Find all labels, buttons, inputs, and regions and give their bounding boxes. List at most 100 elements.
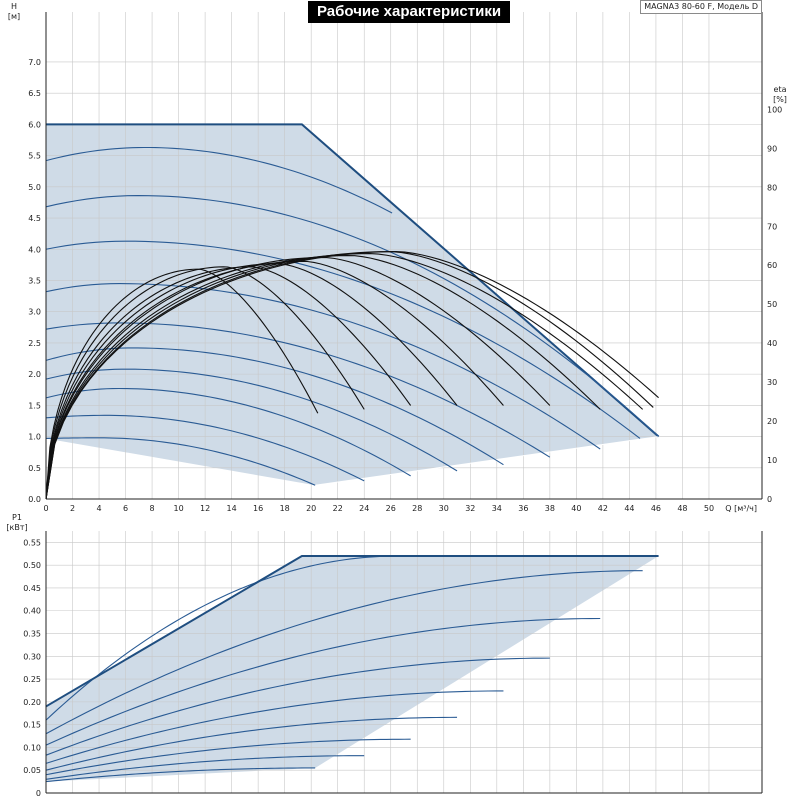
power-curve (45, 657, 550, 756)
qh-y-tick-label: 4.0 (28, 245, 41, 254)
qh-x-tick-label: 0 (43, 504, 48, 513)
power-curve (45, 690, 504, 764)
qh-x-tick-label: 12 (200, 504, 210, 513)
qh-x-tick-label: 26 (386, 504, 396, 513)
qh-y-tick-label: 1.5 (28, 401, 41, 410)
qh-y-tick-label: 2.5 (28, 339, 41, 348)
qh-y-tick-label: 4.5 (28, 214, 41, 223)
qh-efficiency-curve (45, 268, 319, 500)
qh-pump-curve (45, 283, 601, 450)
qh-y-tick-label: 6.0 (28, 120, 41, 129)
qh-y-tick-label: 5.0 (28, 183, 41, 192)
qh-y-tick-label: 0.5 (28, 464, 41, 473)
qh-max-curve (46, 123, 660, 438)
qh-eta-tick-label: 40 (767, 339, 777, 348)
qh-pump-curve (45, 146, 393, 214)
qh-eta-tick-label: 80 (767, 183, 777, 192)
qh-eta-tick-label: 50 (767, 300, 777, 309)
qh-y-tick-label: 2.0 (28, 370, 41, 379)
qh-x-tick-label: 38 (545, 504, 555, 513)
qh-pump-curve (45, 347, 504, 466)
power-curve (45, 555, 398, 721)
qh-efficiency-curve (45, 266, 412, 500)
qh-x-tick-label: 28 (412, 504, 422, 513)
qh-x-tick-label: 48 (677, 504, 687, 513)
qh-eta-tick-label: 20 (767, 417, 777, 426)
power-y-axis-unit: [кВт] (6, 523, 27, 532)
eta-axis-label: eta (774, 85, 787, 94)
qh-x-tick-label: 6 (123, 504, 128, 513)
qh-x-tick-label: 36 (518, 504, 528, 513)
qh-y-tick-label: 1.0 (28, 433, 41, 442)
power-curve (45, 755, 365, 780)
qh-x-tick-label: 22 (333, 504, 343, 513)
power-y-tick-label: 0.45 (23, 584, 41, 593)
qh-x-axis-label: Q [м³/ч] (725, 504, 757, 513)
qh-pump-curve (45, 195, 659, 437)
power-curve (45, 716, 458, 771)
power-y-tick-label: 0.10 (23, 743, 41, 752)
chart-title: Рабочие характеристики (308, 1, 511, 23)
qh-y-axis-unit: [м] (8, 12, 20, 21)
power-y-tick-label: 0.40 (23, 607, 41, 616)
qh-y-tick-label: 7.0 (28, 58, 41, 67)
qh-x-tick-label: 32 (465, 504, 475, 513)
power-curve (45, 570, 643, 735)
qh-eta-tick-label: 70 (767, 222, 777, 231)
qh-eta-tick-label: 60 (767, 261, 777, 270)
qh-eta-tick-label: 90 (767, 144, 777, 153)
qh-pump-curve (45, 240, 641, 439)
qh-efficiency-curve (45, 251, 659, 500)
power-y-tick-label: 0.55 (23, 538, 41, 547)
qh-pump-curve (45, 387, 411, 477)
qh-pump-curve (45, 368, 458, 472)
power-y-tick-label: 0.20 (23, 698, 41, 707)
qh-efficiency-curve (45, 263, 458, 500)
qh-x-tick-label: 46 (651, 504, 661, 513)
qh-x-tick-label: 14 (227, 504, 237, 513)
qh-x-tick-label: 44 (624, 504, 634, 513)
qh-eta-tick-label: 0 (767, 495, 772, 504)
power-y-tick-label: 0.05 (23, 766, 41, 775)
qh-y-tick-label: 5.5 (28, 152, 41, 161)
qh-x-tick-label: 30 (439, 504, 449, 513)
qh-x-tick-label: 8 (150, 504, 155, 513)
qh-eta-tick-label: 10 (767, 456, 777, 465)
power-curve (45, 767, 316, 783)
qh-x-tick-label: 40 (571, 504, 581, 513)
power-y-tick-label: 0.25 (23, 675, 41, 684)
qh-y-tick-label: 6.5 (28, 89, 41, 98)
power-y-tick-label: 0.15 (23, 721, 41, 730)
power-plot: 0 0.05 0.10 0.15 0.20 0.25 0.30 0.35 0.40 0.45 0.5… (6, 513, 763, 798)
power-max-curve (45, 555, 659, 708)
qh-x-tick-label: 24 (359, 504, 369, 513)
qh-y-tick-label: 3.5 (28, 276, 41, 285)
qh-x-tick-label: 4 (96, 504, 101, 513)
qh-eta-tick-label: 100 (767, 105, 782, 114)
qh-x-tick-label: 2 (70, 504, 75, 513)
qh-y-tick-label: 3.0 (28, 308, 41, 317)
qh-x-tick-label: 42 (598, 504, 608, 513)
qh-x-tick-label: 10 (173, 504, 183, 513)
qh-x-tick-label: 16 (253, 504, 263, 513)
model-label: MAGNA3 80-60 F, Модель D (640, 0, 762, 14)
power-operating-area (46, 556, 659, 782)
qh-min-edge (315, 436, 659, 486)
qh-x-tick-label: 50 (704, 504, 714, 513)
qh-x-tick-label: 18 (280, 504, 290, 513)
power-y-tick-label: 0.35 (23, 630, 41, 639)
qh-y-axis-label: H (11, 2, 17, 11)
qh-eta-tick-label: 30 (767, 378, 777, 387)
eta-axis-unit: [%] (773, 95, 787, 104)
power-y-tick-label: 0.50 (23, 561, 41, 570)
qh-x-tick-label: 34 (492, 504, 502, 513)
power-y-tick-label: 0 (36, 789, 41, 798)
qh-efficiency-curve (45, 256, 551, 500)
qh-x-tick-label: 20 (306, 504, 316, 513)
power-y-axis-label: P1 (12, 513, 22, 522)
qh-pump-curve (45, 414, 365, 482)
power-y-tick-label: 0.30 (23, 652, 41, 661)
qh-efficiency-curve (45, 266, 365, 500)
qh-plot: 0 2 4 6 8 10 12 14 16 18 20 22 24 26 28 30 32 34 36 38 40 42 4… (8, 2, 787, 513)
